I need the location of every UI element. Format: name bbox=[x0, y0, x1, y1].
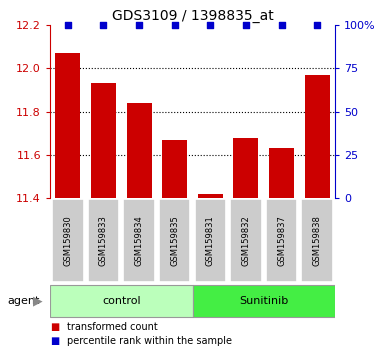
Text: GSM159837: GSM159837 bbox=[277, 215, 286, 266]
Point bbox=[65, 22, 71, 28]
Text: GSM159830: GSM159830 bbox=[64, 215, 72, 266]
Text: GSM159834: GSM159834 bbox=[135, 215, 144, 266]
FancyBboxPatch shape bbox=[88, 199, 119, 282]
Bar bbox=[162, 140, 187, 198]
Bar bbox=[233, 138, 258, 198]
Text: ■: ■ bbox=[50, 336, 59, 346]
FancyBboxPatch shape bbox=[230, 199, 261, 282]
Text: GSM159831: GSM159831 bbox=[206, 215, 215, 266]
Point bbox=[100, 22, 107, 28]
Text: GSM159833: GSM159833 bbox=[99, 215, 108, 266]
Text: Sunitinib: Sunitinib bbox=[239, 296, 288, 306]
FancyBboxPatch shape bbox=[301, 199, 333, 282]
Point bbox=[207, 22, 213, 28]
Bar bbox=[198, 194, 223, 198]
Text: agent: agent bbox=[8, 296, 40, 306]
FancyBboxPatch shape bbox=[52, 199, 84, 282]
FancyBboxPatch shape bbox=[195, 199, 226, 282]
Bar bbox=[91, 83, 116, 198]
Text: percentile rank within the sample: percentile rank within the sample bbox=[67, 336, 233, 346]
Bar bbox=[269, 148, 294, 198]
Point bbox=[314, 22, 320, 28]
FancyBboxPatch shape bbox=[50, 285, 192, 317]
Point bbox=[136, 22, 142, 28]
FancyBboxPatch shape bbox=[266, 199, 297, 282]
Bar bbox=[55, 53, 80, 198]
Point bbox=[172, 22, 178, 28]
Text: ▶: ▶ bbox=[33, 295, 42, 307]
Text: GSM159835: GSM159835 bbox=[170, 215, 179, 266]
FancyBboxPatch shape bbox=[159, 199, 190, 282]
Text: transformed count: transformed count bbox=[67, 322, 158, 332]
Text: GSM159838: GSM159838 bbox=[313, 215, 321, 266]
Bar bbox=[305, 75, 330, 198]
FancyBboxPatch shape bbox=[192, 285, 335, 317]
Point bbox=[278, 22, 285, 28]
Text: control: control bbox=[102, 296, 141, 306]
Text: GSM159832: GSM159832 bbox=[241, 215, 250, 266]
Bar bbox=[127, 103, 152, 198]
Point bbox=[243, 22, 249, 28]
Text: GDS3109 / 1398835_at: GDS3109 / 1398835_at bbox=[112, 9, 273, 23]
FancyBboxPatch shape bbox=[124, 199, 155, 282]
Text: ■: ■ bbox=[50, 322, 59, 332]
